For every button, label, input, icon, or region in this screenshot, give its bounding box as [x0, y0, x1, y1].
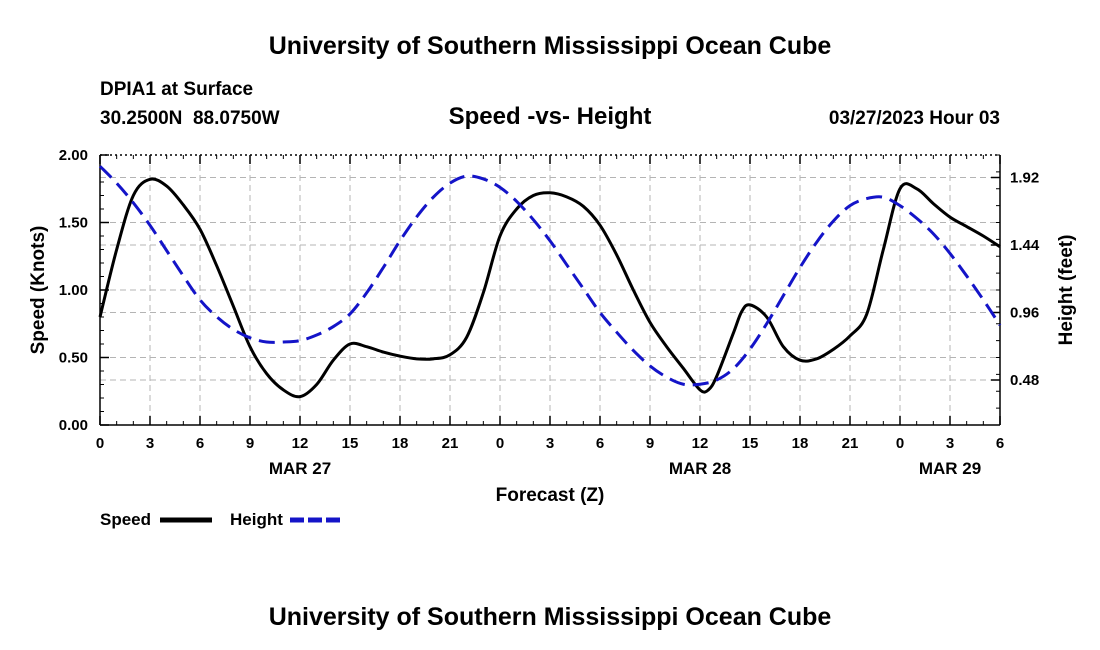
date-label: MAR 27: [269, 459, 331, 478]
x-tick-label: 15: [342, 435, 359, 452]
x-tick-label: 15: [742, 435, 759, 452]
x-tick-label: 21: [842, 435, 859, 452]
chart-title: Speed -vs- Height: [449, 103, 652, 130]
y-axis-left-title: Speed (Knots): [28, 226, 49, 355]
x-tick-label: 12: [692, 435, 709, 452]
legend-speed-label: Speed: [100, 510, 151, 529]
page-title: University of Southern Mississippi Ocean…: [269, 32, 832, 60]
y-axis-right-title: Height (feet): [1056, 235, 1077, 346]
x-tick-label: 9: [246, 435, 254, 452]
station-label: DPIA1 at Surface: [100, 79, 253, 100]
y2-tick-label: 0.48: [1010, 372, 1039, 389]
legend: Speed Height: [100, 510, 342, 529]
x-tick-label: 0: [896, 435, 904, 452]
legend-height-label: Height: [230, 510, 283, 529]
x-tick-label: 0: [96, 435, 104, 452]
x-tick-label: 3: [146, 435, 154, 452]
series-speed-line: [98, 177, 1001, 399]
coordinates-label: 30.2500N 88.0750W: [100, 108, 280, 129]
x-tick-label: 18: [792, 435, 809, 452]
date-label: MAR 29: [919, 459, 981, 478]
x-tick-label: 6: [996, 435, 1004, 452]
x-tick-label: 3: [546, 435, 554, 452]
footer-title: University of Southern Mississippi Ocean…: [269, 603, 832, 631]
x-tick-label: 21: [442, 435, 459, 452]
date-label: MAR 28: [669, 459, 731, 478]
y-tick-label: 1.50: [59, 215, 88, 232]
y2-tick-label: 1.44: [1010, 237, 1040, 254]
series: [98, 165, 1002, 399]
y-tick-label: 2.00: [59, 147, 88, 164]
x-axis-title: Forecast (Z): [496, 485, 605, 506]
datetime-label: 03/27/2023 Hour 03: [829, 108, 1000, 129]
y-tick-label: 0.00: [59, 417, 88, 434]
y2-tick-label: 0.96: [1010, 305, 1039, 322]
y-tick-label: 0.50: [59, 350, 88, 367]
x-tick-label: 3: [946, 435, 954, 452]
x-tick-label: 12: [292, 435, 309, 452]
x-tick-label: 18: [392, 435, 409, 452]
x-tick-label: 6: [596, 435, 604, 452]
x-tick-label: 6: [196, 435, 204, 452]
series-height-line: [98, 165, 1002, 387]
y-tick-label: 1.00: [59, 282, 88, 299]
x-tick-label: 9: [646, 435, 654, 452]
x-tick-label: 0: [496, 435, 504, 452]
axes: 0 3 6 9 12 15 18 21 0 3 6 9 12 15 18 21 0 3 6 MAR 27 MAR 28 M…: [59, 147, 1040, 478]
grid: [100, 155, 1000, 425]
y2-tick-label: 1.92: [1010, 170, 1039, 187]
